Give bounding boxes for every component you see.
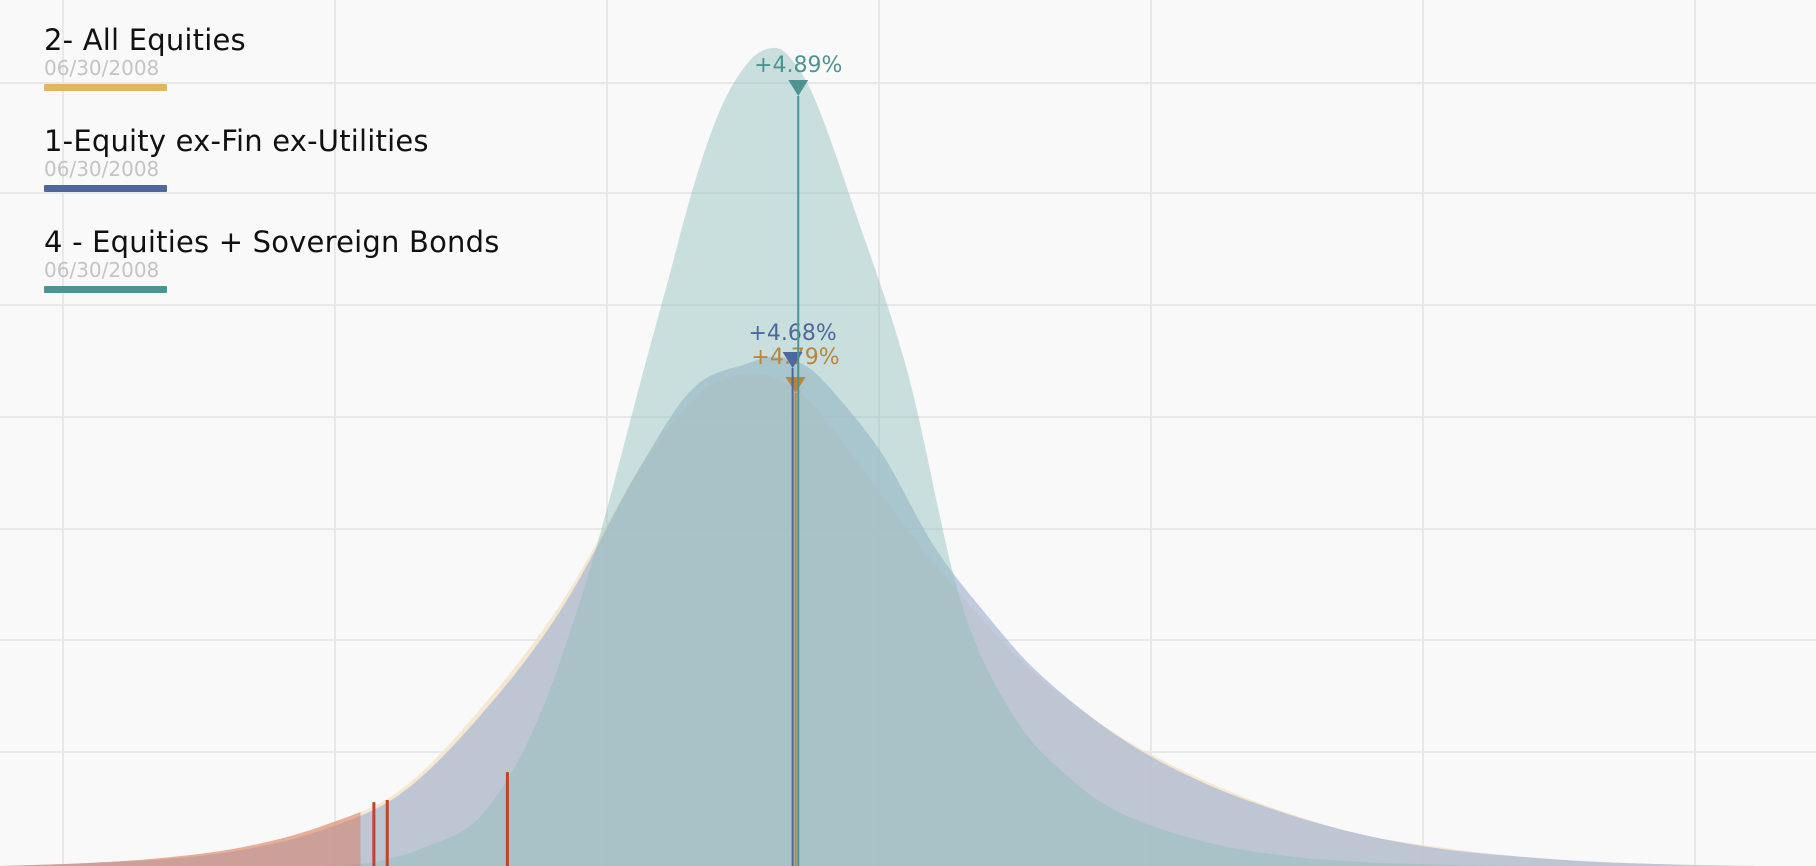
area-left-tail [0,812,361,866]
mean-value-label: +4.89% [754,53,842,78]
legend-series-date: 06/30/2008 [44,157,160,181]
area-equity-ex-fin [0,356,1763,866]
distribution-areas [0,47,1763,866]
legend-swatch [44,286,167,293]
legend-series-name: 2- All Equities [44,23,246,57]
legend-item-equity-ex-fin[interactable]: 1-Equity ex-Fin ex-Utilities 06/30/2008 [44,123,500,224]
legend-series-date: 06/30/2008 [44,56,160,80]
mean-markers: +4.79%+4.68%+4.89% [748,53,842,866]
tail-markers [372,772,509,866]
mean-value-label: +4.68% [748,321,836,346]
legend-item-all-equities[interactable]: 2- All Equities 06/30/2008 [44,22,500,123]
legend-swatch [44,185,167,192]
area-equities-bonds [320,47,1523,866]
legend-item-equities-bonds[interactable]: 4 - Equities + Sovereign Bonds 06/30/200… [44,224,500,325]
mean-marker-triangle [788,80,809,96]
legend-series-date: 06/30/2008 [44,258,160,282]
legend-series-name: 4 - Equities + Sovereign Bonds [44,225,500,259]
legend-series-name: 1-Equity ex-Fin ex-Utilities [44,124,429,158]
mean-marker-triangle [785,377,806,393]
legend-swatch [44,84,167,91]
chart-legend: 2- All Equities 06/30/2008 1-Equity ex-F… [44,22,500,325]
